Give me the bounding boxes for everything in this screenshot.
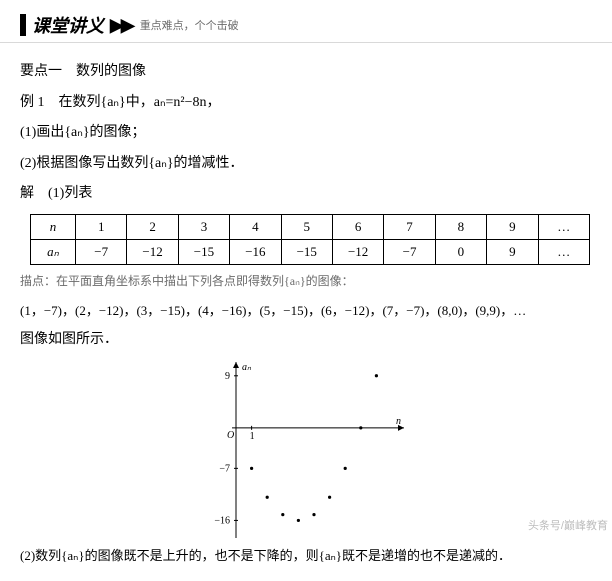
svg-text:aₙ: aₙ (242, 362, 252, 373)
conclusion-text: (2)数列{aₙ}的图像既不是上升的，也不是下降的，则{aₙ}既不是递增的也不是… (20, 544, 592, 569)
svg-text:−16: −16 (214, 515, 230, 526)
table-cell: 6 (332, 214, 383, 239)
table-cell: … (538, 214, 589, 239)
solve-label: 解 (1)列表 (20, 181, 592, 208)
row-label-an: aₙ (31, 239, 76, 264)
table-cell: 0 (435, 239, 486, 264)
question-2: (2)根据图像写出数列{aₙ}的增减性． (20, 151, 592, 178)
header-title-block: 课堂讲义 ▶▶ (20, 12, 132, 38)
table-cell: −16 (230, 239, 281, 264)
svg-text:−7: −7 (219, 463, 230, 474)
table-cell: … (538, 239, 589, 264)
header-bar-icon (20, 14, 26, 36)
chart-svg: On aₙ 1 −16 −7 9 (206, 360, 406, 540)
table-cell: 9 (487, 239, 538, 264)
table-cell: 5 (281, 214, 332, 239)
table-cell: −12 (332, 239, 383, 264)
figure-note: 图像如图所示． (20, 327, 592, 354)
table-row: n 1 2 3 4 5 6 7 8 9 … (31, 214, 590, 239)
table-cell: 2 (127, 214, 178, 239)
watermark-text: 头条号/巅峰教育 (528, 517, 608, 533)
header: 课堂讲义 ▶▶ 重点难点，个个击破 (20, 12, 592, 38)
example-text: 例 1 在数列{aₙ}中，aₙ=n²−8n， (20, 90, 592, 117)
table-cell: −7 (384, 239, 435, 264)
table-cell: 4 (230, 214, 281, 239)
table-cell: 9 (487, 214, 538, 239)
header-subtitle: 重点难点，个个击破 (140, 17, 239, 33)
header-arrows-icon: ▶▶ (110, 15, 132, 36)
table-cell: −12 (127, 239, 178, 264)
points-list: (1，−7)，(2，−12)，(3，−15)，(4，−16)，(5，−15)，(… (20, 299, 592, 324)
svg-text:O: O (227, 430, 234, 441)
question-1: (1)画出{aₙ}的图像； (20, 120, 592, 147)
header-title: 课堂讲义 (32, 12, 104, 38)
hint-text: 描点：在平面直角坐标系中描出下列各点即得数列{aₙ}的图像： (20, 271, 592, 293)
svg-text:1: 1 (250, 431, 255, 442)
table-cell: 7 (384, 214, 435, 239)
svg-text:n: n (396, 416, 401, 427)
table-cell: 1 (76, 214, 127, 239)
table-row: aₙ −7 −12 −15 −16 −15 −12 −7 0 9 … (31, 239, 590, 264)
keypoint-title: 要点一 数列的图像 (20, 59, 592, 86)
table-cell: −15 (178, 239, 229, 264)
row-label-n: n (31, 214, 76, 239)
value-table: n 1 2 3 4 5 6 7 8 9 … aₙ −7 −12 −15 −16 … (30, 214, 590, 265)
header-divider (0, 42, 612, 43)
table-cell: −15 (281, 239, 332, 264)
table-cell: −7 (76, 239, 127, 264)
svg-text:9: 9 (225, 371, 230, 382)
scatter-chart: On aₙ 1 −16 −7 9 (206, 360, 406, 540)
table-cell: 8 (435, 214, 486, 239)
table-cell: 3 (178, 214, 229, 239)
